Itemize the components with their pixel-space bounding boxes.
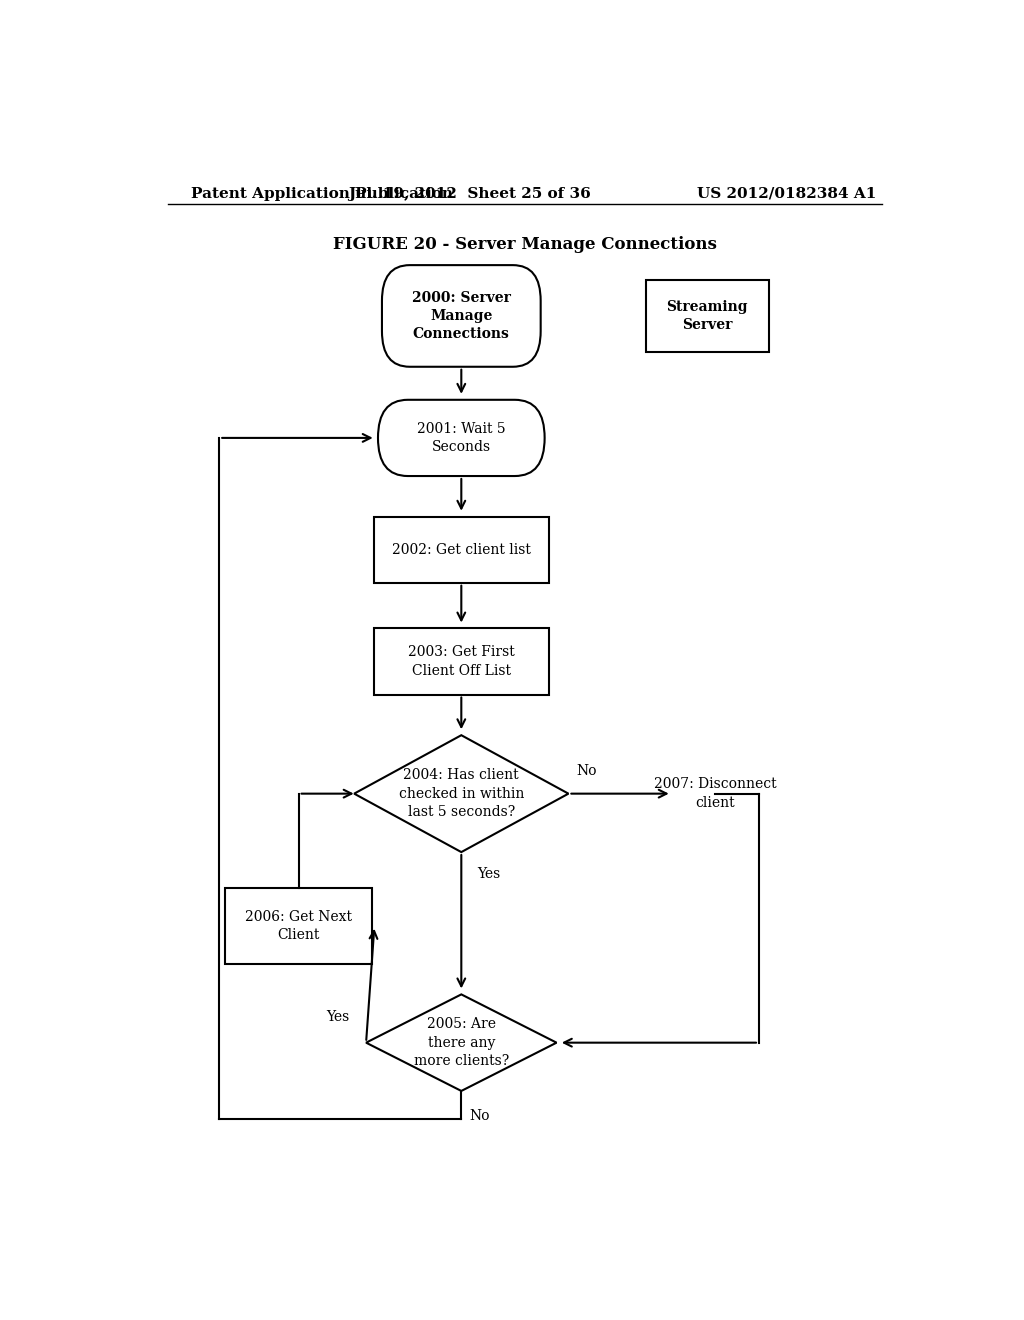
Text: No: No — [469, 1109, 489, 1123]
Bar — [374, 628, 549, 694]
Polygon shape — [367, 994, 557, 1090]
Text: No: No — [577, 764, 597, 779]
Bar — [646, 280, 769, 351]
FancyBboxPatch shape — [378, 400, 545, 477]
Text: 2003: Get First
Client Off List: 2003: Get First Client Off List — [408, 645, 515, 677]
Bar — [374, 516, 549, 582]
Text: Patent Application Publication: Patent Application Publication — [191, 187, 454, 201]
Text: 2004: Has client
checked in within
last 5 seconds?: 2004: Has client checked in within last … — [398, 768, 524, 818]
Bar — [225, 887, 372, 964]
FancyBboxPatch shape — [382, 265, 541, 367]
Text: 2005: Are
there any
more clients?: 2005: Are there any more clients? — [414, 1018, 509, 1068]
Polygon shape — [354, 735, 568, 853]
Text: 2006: Get Next
Client: 2006: Get Next Client — [245, 909, 352, 942]
Text: 2002: Get client list: 2002: Get client list — [392, 543, 530, 557]
Text: Yes: Yes — [477, 867, 501, 882]
Text: Streaming
Server: Streaming Server — [667, 300, 749, 333]
Text: Yes: Yes — [327, 1010, 350, 1024]
Text: US 2012/0182384 A1: US 2012/0182384 A1 — [697, 187, 877, 201]
Text: 2007: Disconnect
client: 2007: Disconnect client — [654, 777, 776, 810]
Text: 2001: Wait 5
Seconds: 2001: Wait 5 Seconds — [417, 421, 506, 454]
Text: Jul. 19, 2012  Sheet 25 of 36: Jul. 19, 2012 Sheet 25 of 36 — [348, 187, 591, 201]
Text: FIGURE 20 - Server Manage Connections: FIGURE 20 - Server Manage Connections — [333, 236, 717, 253]
Text: 2000: Server
Manage
Connections: 2000: Server Manage Connections — [412, 290, 511, 342]
